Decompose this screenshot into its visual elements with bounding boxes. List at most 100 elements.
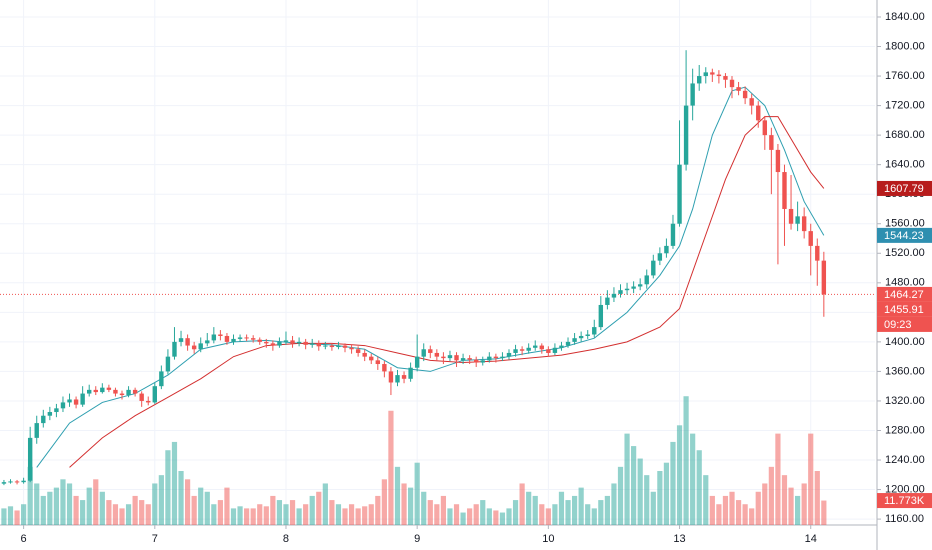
volume-bar: [434, 504, 440, 525]
candle: [618, 284, 623, 298]
candle: [815, 238, 820, 286]
candle: [697, 64, 702, 91]
volume-bar: [289, 500, 296, 525]
candle-body: [264, 341, 269, 344]
candle: [388, 366, 394, 396]
candle: [224, 333, 230, 345]
candle-body: [34, 423, 39, 438]
volume-bar: [598, 500, 604, 525]
y-tick-label: 1640.00: [885, 159, 925, 171]
candle: [316, 340, 321, 351]
candle-body: [1, 482, 7, 484]
candle-body: [139, 393, 144, 401]
candle-body: [736, 87, 741, 91]
volume-bar: [762, 483, 768, 525]
volume-bar: [440, 495, 447, 525]
candle-body: [454, 355, 459, 361]
volume-bar: [637, 458, 643, 525]
volume-bar: [152, 483, 158, 525]
candle: [277, 337, 282, 348]
candle: [67, 393, 72, 407]
candle-body: [329, 345, 335, 348]
candle: [132, 387, 138, 397]
volume-bar: [375, 495, 381, 525]
candle-body: [132, 389, 138, 394]
candle-body: [513, 349, 518, 353]
candle-body: [414, 356, 420, 368]
candle: [487, 352, 492, 363]
volume-bar: [303, 504, 309, 525]
volume-bar: [355, 508, 361, 525]
candle-body: [244, 337, 249, 339]
candle-body: [54, 408, 59, 413]
volume-bar: [184, 479, 191, 525]
candle-body: [185, 338, 190, 346]
candle-body: [382, 364, 387, 372]
candle: [434, 349, 440, 362]
candle-body: [73, 399, 79, 405]
candle-body: [67, 399, 72, 403]
volume-bar: [250, 508, 256, 525]
volume-bar: [617, 466, 624, 525]
volume-bar: [276, 500, 283, 525]
candle-body: [421, 349, 426, 357]
candle: [565, 337, 571, 348]
volume-bar: [775, 433, 781, 525]
candle-body: [178, 338, 184, 342]
volume-bar: [368, 504, 374, 525]
candle: [703, 67, 708, 84]
x-tick-label: 13: [673, 533, 685, 545]
candle: [237, 334, 243, 342]
volume-bar: [322, 483, 328, 525]
volume-bar: [749, 508, 755, 525]
volume-bar: [145, 504, 151, 525]
candle-body: [644, 275, 649, 285]
volume-bar: [795, 495, 801, 525]
candle: [14, 479, 20, 485]
volume-bar: [539, 504, 545, 525]
candle: [270, 340, 276, 351]
volume-bar: [788, 487, 794, 525]
candle-body: [815, 245, 820, 261]
candle-body: [191, 345, 197, 350]
volume-bar: [204, 491, 210, 525]
candle-body: [441, 356, 446, 359]
volume-bar: [604, 495, 610, 525]
x-tick-label: 10: [542, 533, 554, 545]
candle: [159, 365, 164, 390]
candle: [454, 352, 459, 367]
candle: [775, 143, 781, 265]
volume-bar: [742, 504, 748, 525]
candle: [808, 223, 813, 276]
candle-body: [375, 360, 381, 365]
volume-bar: [66, 483, 73, 525]
candle: [106, 384, 112, 393]
candle-body: [270, 343, 276, 346]
volume-bar: [493, 510, 499, 525]
candle-body: [487, 356, 492, 361]
candle: [218, 330, 223, 341]
candle: [539, 343, 544, 354]
volume-bar: [755, 491, 761, 525]
volume-bar: [768, 466, 774, 525]
candle-body: [27, 437, 33, 481]
volume-bar: [578, 487, 584, 525]
candle: [716, 70, 722, 84]
candle: [329, 343, 335, 351]
volume-bar: [60, 479, 66, 525]
candle-body: [493, 356, 499, 359]
candle: [342, 343, 348, 353]
candle-body: [592, 327, 597, 335]
volume-bar: [735, 500, 742, 525]
candle: [395, 369, 400, 387]
y-tick-label: 1320.00: [885, 395, 925, 407]
volume-bar: [821, 500, 827, 525]
volume-bar: [467, 508, 473, 525]
volume-bar: [696, 450, 702, 525]
candle: [244, 334, 249, 342]
candle: [467, 355, 472, 365]
volume-bar: [329, 500, 335, 525]
y-tick-label: 1560.00: [885, 218, 925, 230]
volume-bar: [644, 475, 650, 525]
volume-bar: [447, 508, 453, 525]
